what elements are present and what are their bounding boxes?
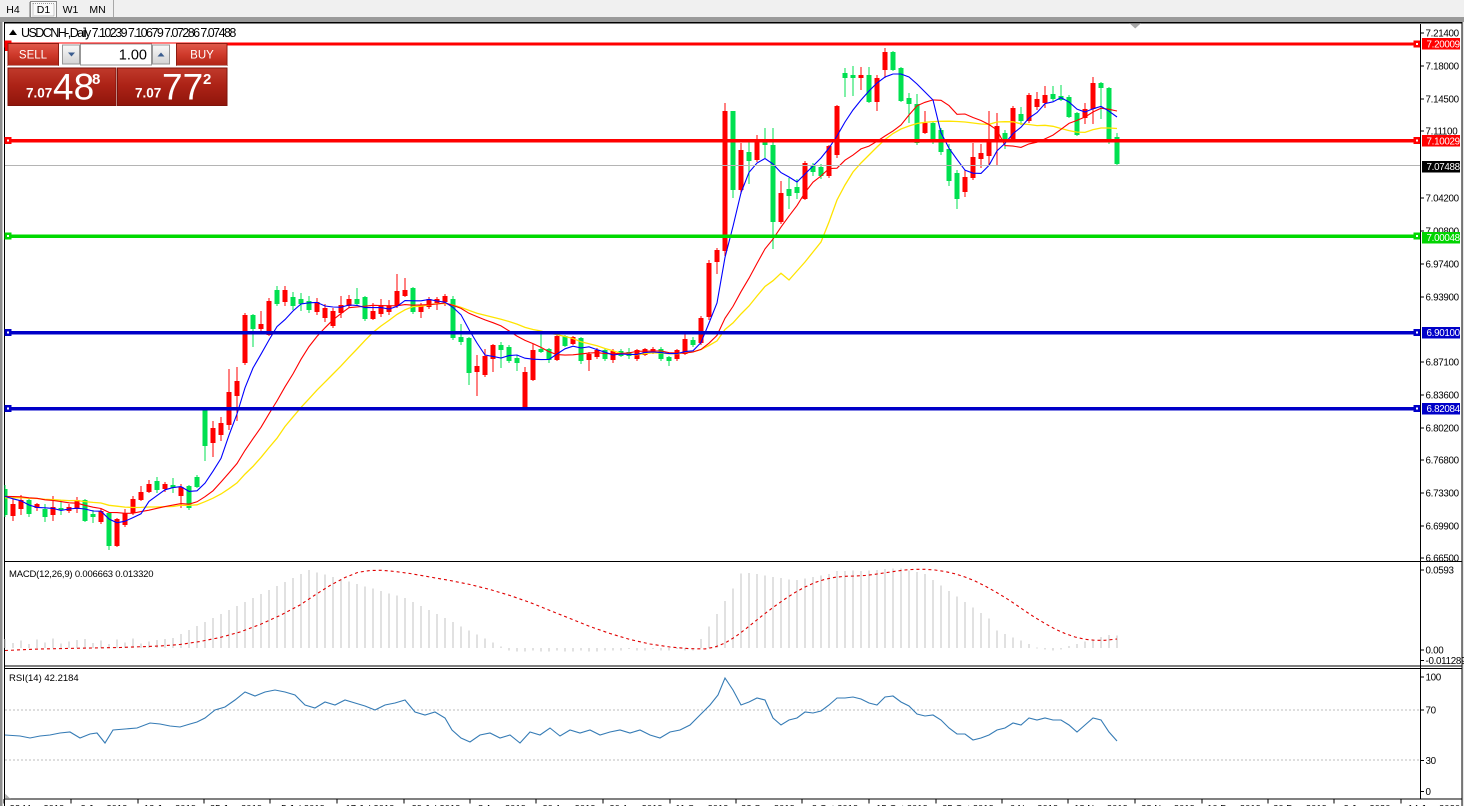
svg-text:0.0593: 0.0593 bbox=[1426, 566, 1455, 577]
svg-text:7.04200: 7.04200 bbox=[1426, 194, 1460, 205]
svg-text:13 Jun 2019: 13 Jun 2019 bbox=[144, 804, 196, 806]
svg-text:25 Oct 2019: 25 Oct 2019 bbox=[942, 804, 994, 806]
svg-text:6.93900: 6.93900 bbox=[1426, 293, 1460, 304]
svg-text:23 Sep 2019: 23 Sep 2019 bbox=[741, 804, 795, 806]
svg-text:6.87100: 6.87100 bbox=[1426, 358, 1460, 369]
svg-text:20 Dec 2019: 20 Dec 2019 bbox=[1273, 804, 1327, 806]
svg-text:SELL: SELL bbox=[19, 50, 48, 62]
svg-text:7.14500: 7.14500 bbox=[1426, 95, 1460, 106]
svg-text:100: 100 bbox=[1426, 673, 1442, 684]
svg-text:7.00048: 7.00048 bbox=[1427, 233, 1461, 244]
svg-text:25 Jun 2019: 25 Jun 2019 bbox=[210, 804, 262, 806]
svg-text:7.07488: 7.07488 bbox=[1427, 162, 1461, 173]
svg-text:30 Aug 2019: 30 Aug 2019 bbox=[609, 804, 662, 806]
svg-text:5 Jul 2019: 5 Jul 2019 bbox=[281, 804, 325, 806]
svg-text:MN: MN bbox=[89, 4, 105, 16]
svg-text:8 Aug 2019: 8 Aug 2019 bbox=[478, 804, 526, 806]
svg-text:0.00: 0.00 bbox=[1426, 646, 1445, 657]
svg-text:10 Dec 2019: 10 Dec 2019 bbox=[1207, 804, 1261, 806]
svg-text:D1: D1 bbox=[37, 4, 51, 16]
svg-text:0: 0 bbox=[1426, 787, 1432, 798]
svg-text:6 Nov 2019: 6 Nov 2019 bbox=[1010, 804, 1059, 806]
svg-text:7.11100: 7.11100 bbox=[1426, 127, 1459, 138]
svg-text:7.20009: 7.20009 bbox=[1427, 40, 1460, 51]
svg-text:3 Oct 2019: 3 Oct 2019 bbox=[812, 804, 858, 806]
svg-text:48: 48 bbox=[53, 67, 94, 108]
svg-text:7.21400: 7.21400 bbox=[1426, 29, 1460, 40]
svg-text:22 May 2019: 22 May 2019 bbox=[10, 804, 65, 806]
svg-text:7.07: 7.07 bbox=[135, 86, 161, 101]
svg-text:70: 70 bbox=[1426, 706, 1437, 717]
svg-text:-0.011289: -0.011289 bbox=[1426, 656, 1464, 667]
svg-text:20 Aug 2019: 20 Aug 2019 bbox=[542, 804, 595, 806]
svg-text:29 Jul 2019: 29 Jul 2019 bbox=[411, 804, 460, 806]
svg-text:17 Jul 2019: 17 Jul 2019 bbox=[345, 804, 394, 806]
svg-text:7.18000: 7.18000 bbox=[1426, 62, 1460, 73]
svg-text:6.76800: 6.76800 bbox=[1426, 456, 1460, 467]
svg-text:28 Nov 2019: 28 Nov 2019 bbox=[1141, 804, 1195, 806]
svg-text:6.90100: 6.90100 bbox=[1427, 328, 1461, 339]
svg-text:BUY: BUY bbox=[190, 50, 214, 62]
svg-text:7.07: 7.07 bbox=[26, 86, 52, 101]
svg-text:2 Jan 2020: 2 Jan 2020 bbox=[1343, 804, 1390, 806]
svg-text:MACD(12,26,9) 0.006663 0.01332: MACD(12,26,9) 0.006663 0.013320 bbox=[9, 569, 153, 580]
svg-text:2: 2 bbox=[203, 71, 211, 88]
svg-text:W1: W1 bbox=[63, 4, 79, 16]
svg-text:6.97400: 6.97400 bbox=[1426, 260, 1460, 271]
svg-text:30: 30 bbox=[1426, 756, 1437, 767]
svg-text:6.69900: 6.69900 bbox=[1426, 522, 1460, 533]
svg-text:15 Oct 2019: 15 Oct 2019 bbox=[876, 804, 928, 806]
svg-text:USDCNH-,Daily 7.10239 7.10679: USDCNH-,Daily 7.10239 7.10679 7.07286 7.… bbox=[21, 26, 236, 40]
svg-text:3 Jun 2019: 3 Jun 2019 bbox=[80, 804, 127, 806]
svg-text:RSI(14) 42.2184: RSI(14) 42.2184 bbox=[9, 673, 79, 684]
svg-text:6.82084: 6.82084 bbox=[1427, 404, 1461, 415]
svg-text:77: 77 bbox=[162, 67, 203, 108]
svg-text:6.73300: 6.73300 bbox=[1426, 489, 1460, 500]
svg-text:8: 8 bbox=[92, 71, 100, 88]
svg-text:11 Sep 2019: 11 Sep 2019 bbox=[675, 804, 728, 806]
svg-text:6.66500: 6.66500 bbox=[1426, 554, 1460, 565]
svg-text:14 Jan 2020: 14 Jan 2020 bbox=[1408, 804, 1460, 806]
svg-text:18 Nov 2019: 18 Nov 2019 bbox=[1074, 804, 1128, 806]
svg-text:1.00: 1.00 bbox=[119, 48, 147, 64]
svg-text:7.10029: 7.10029 bbox=[1427, 136, 1460, 147]
svg-text:H4: H4 bbox=[6, 4, 20, 16]
svg-text:6.83600: 6.83600 bbox=[1426, 391, 1460, 402]
svg-text:6.80200: 6.80200 bbox=[1426, 424, 1460, 435]
